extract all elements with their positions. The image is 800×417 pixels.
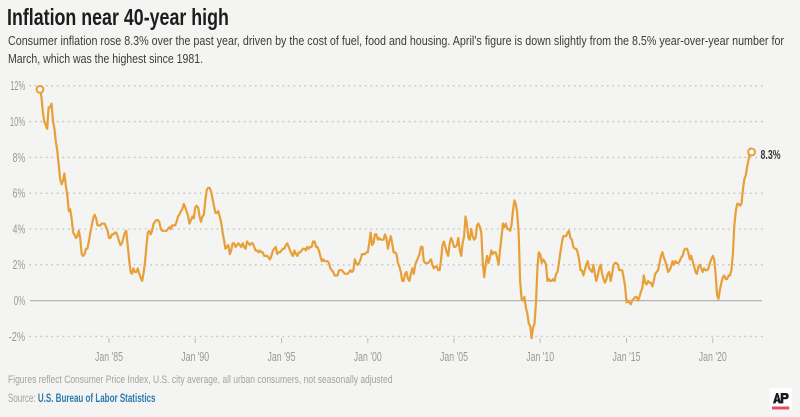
svg-text:Jan '15: Jan '15 xyxy=(613,349,641,364)
svg-text:Jan '95: Jan '95 xyxy=(268,349,296,364)
svg-text:8%: 8% xyxy=(13,150,26,165)
svg-text:4%: 4% xyxy=(13,221,26,236)
svg-text:Jan '20: Jan '20 xyxy=(699,349,727,364)
svg-text:Jan '85: Jan '85 xyxy=(95,349,123,364)
svg-text:-2%: -2% xyxy=(9,329,26,344)
svg-text:8.3%: 8.3% xyxy=(761,147,781,162)
svg-text:Jan '10: Jan '10 xyxy=(526,349,554,364)
svg-text:0%: 0% xyxy=(14,293,26,308)
svg-text:2%: 2% xyxy=(13,257,26,272)
svg-text:Jan '90: Jan '90 xyxy=(181,349,209,364)
svg-text:6%: 6% xyxy=(13,186,26,201)
svg-text:12%: 12% xyxy=(10,78,25,93)
svg-text:Jan '05: Jan '05 xyxy=(440,349,468,364)
svg-text:Jan '00: Jan '00 xyxy=(354,349,382,364)
svg-text:10%: 10% xyxy=(10,114,26,129)
